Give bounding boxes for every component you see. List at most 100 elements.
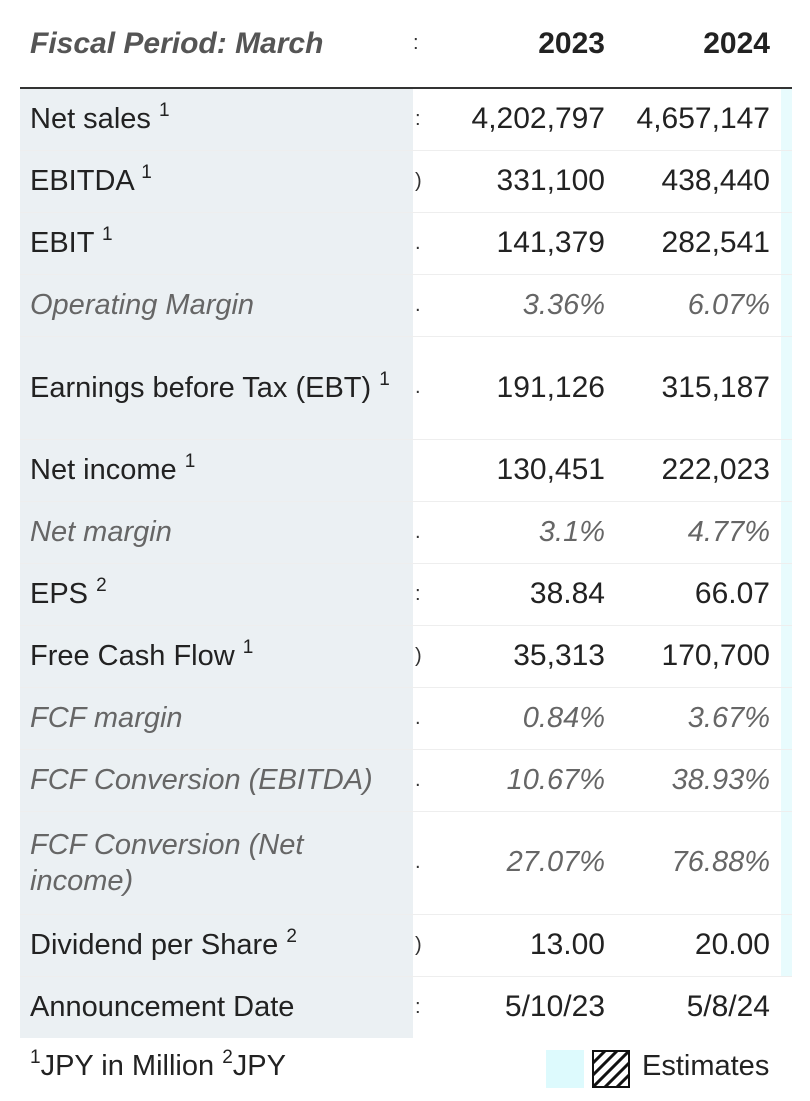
table-row: FCF Conversion (Net income) . 27.07% 76.…: [20, 811, 792, 914]
row-label-net-income: Net income 1: [20, 439, 413, 501]
footnote-marker: 1: [242, 637, 254, 658]
value-2023: 10.67%: [506, 763, 605, 796]
collapsed-cell: :: [413, 88, 431, 150]
row-label-net-sales: Net sales 1: [20, 88, 413, 150]
value-2023: 130,451: [496, 453, 605, 486]
collapsed-cell: :: [413, 563, 431, 625]
row-label-fcf-conversion-ebitda: FCF Conversion (EBITDA): [20, 749, 413, 811]
footnote-marker: 1: [30, 1047, 41, 1068]
collapsed-cell: ): [413, 914, 431, 976]
value-2023: 0.84%: [522, 701, 605, 734]
row-label-text: EPS: [30, 578, 89, 610]
value-2023: 3.1%: [538, 515, 605, 548]
value-2023: 3.36%: [522, 288, 605, 321]
units-footnote: 1JPY in Million 2JPY: [30, 1047, 286, 1083]
value-2024: 76.88%: [617, 811, 792, 914]
value-2023: 38.84: [529, 577, 605, 610]
value-2023: 5/10/23: [504, 990, 605, 1024]
collapsed-cell: .: [413, 749, 431, 811]
row-label-text: Announcement Date: [30, 991, 295, 1024]
row-label-net-margin: Net margin: [20, 501, 413, 563]
unit-label: JPY: [232, 1050, 286, 1082]
row-label-announcement-date: Announcement Date: [20, 976, 413, 1038]
footnote-marker: 1: [158, 100, 170, 122]
table-row: EBITDA 1 ) 331,100 438,440: [20, 150, 792, 212]
table-row: EPS 2 : 38.84 66.07: [20, 563, 792, 625]
value-2024: 5/8/24: [617, 976, 792, 1038]
financial-table-container: Fiscal Period: March : 2023 2024 Net sal…: [20, 0, 792, 1038]
value-2024: 438,440: [617, 150, 792, 212]
value-2024: 3.67%: [617, 687, 792, 749]
footnote-marker: 2: [96, 575, 107, 596]
value-2023: 27.07%: [506, 846, 605, 878]
table-row: Announcement Date : 5/10/23 5/8/24: [20, 976, 792, 1038]
footnote-marker: 1: [184, 451, 196, 472]
table-row: Earnings before Tax (EBT) 1 . 191,126 31…: [20, 336, 792, 439]
footnote-marker: 2: [222, 1047, 233, 1068]
collapsed-cell: :: [413, 976, 431, 1038]
row-label-free-cash-flow: Free Cash Flow 1: [20, 625, 413, 687]
row-label-fcf-margin: FCF margin: [20, 687, 413, 749]
value-2023: 35,313: [513, 639, 605, 672]
table-row: FCF margin . 0.84% 3.67%: [20, 687, 792, 749]
collapsed-cell: ): [413, 625, 431, 687]
value-2024: 315,187: [617, 336, 792, 439]
value-2024: 4.77%: [617, 501, 792, 563]
value-2023: 331,100: [496, 164, 605, 197]
value-2023: 13.00: [529, 928, 605, 961]
collapsed-cell: .: [413, 811, 431, 914]
row-label-text: Earnings before Tax (EBT): [30, 371, 372, 404]
collapsed-cell: .: [413, 212, 431, 274]
value-2024: 66.07: [617, 563, 792, 625]
table-row: Net income 1 130,451 222,023: [20, 439, 792, 501]
row-label-text: FCF Conversion (Net income): [30, 828, 304, 897]
value-2024: 4,657,147: [617, 88, 792, 150]
table-row: Free Cash Flow 1 ) 35,313 170,700: [20, 625, 792, 687]
value-2024: 222,023: [617, 439, 792, 501]
footnote-marker: 1: [102, 224, 113, 245]
footnote-marker: 2: [286, 926, 297, 947]
row-label-text: FCF Conversion (EBITDA): [30, 764, 373, 796]
collapsed-cell: .: [413, 336, 431, 439]
collapsed-cell: .: [413, 687, 431, 749]
year-2023-header[interactable]: 2023: [431, 0, 617, 89]
row-label-text: Free Cash Flow: [30, 640, 235, 672]
table-row: FCF Conversion (EBITDA) . 10.67% 38.93%: [20, 749, 792, 811]
value-2024: 282,541: [617, 212, 792, 274]
header-row: Fiscal Period: March : 2023 2024: [20, 0, 792, 89]
row-label-text: Dividend per Share: [30, 929, 279, 961]
fiscal-period-header: Fiscal Period: March: [20, 0, 413, 89]
row-label-text: Net sales: [30, 103, 151, 136]
row-label-eps: EPS 2: [20, 563, 413, 625]
row-label-ebitda: EBITDA 1: [20, 150, 413, 212]
collapsed-column-header: :: [413, 0, 431, 89]
row-label-text: FCF margin: [30, 702, 183, 734]
value-2024: 38.93%: [617, 749, 792, 811]
footnote-marker: 1: [141, 162, 152, 183]
estimates-label: Estimates: [642, 1050, 770, 1082]
collapsed-cell: .: [413, 274, 431, 336]
unit-million-label: JPY in Million: [40, 1050, 215, 1082]
value-2024: 6.07%: [617, 274, 792, 336]
estimates-swatch: [546, 1050, 584, 1088]
value-2023: 4,202,797: [471, 102, 605, 136]
table-row: EBIT 1 . 141,379 282,541: [20, 212, 792, 274]
table-row: Net sales 1 : 4,202,797 4,657,147: [20, 88, 792, 150]
collapsed-cell: .: [413, 501, 431, 563]
hatch-pattern-icon: [592, 1050, 630, 1088]
table-legend: 1JPY in Million 2JPY Estimates: [20, 1040, 792, 1096]
row-label-text: Operating Margin: [30, 289, 255, 321]
financial-summary-table: Fiscal Period: March : 2023 2024 Net sal…: [20, 0, 792, 1038]
value-2024: 20.00: [617, 914, 792, 976]
table-row: Dividend per Share 2 ) 13.00 20.00: [20, 914, 792, 976]
row-label-ebit: EBIT 1: [20, 212, 413, 274]
row-label-fcf-conversion-net-income: FCF Conversion (Net income): [20, 811, 413, 914]
year-2024-header[interactable]: 2024: [617, 0, 792, 89]
value-2023: 141,379: [496, 226, 605, 259]
row-label-ebt: Earnings before Tax (EBT) 1: [20, 336, 413, 439]
row-label-dividend-per-share: Dividend per Share 2: [20, 914, 413, 976]
row-label-text: Net margin: [30, 516, 172, 548]
row-label-text: Net income: [30, 454, 177, 486]
table-row: Net margin . 3.1% 4.77%: [20, 501, 792, 563]
row-label-operating-margin: Operating Margin: [20, 274, 413, 336]
